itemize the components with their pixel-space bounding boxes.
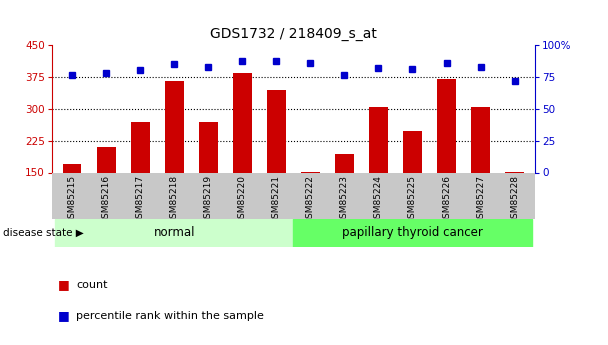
Text: GSM85226: GSM85226 bbox=[442, 175, 451, 224]
Bar bbox=[293, 219, 531, 247]
Bar bbox=[437, 79, 456, 172]
Text: GSM85218: GSM85218 bbox=[170, 175, 179, 224]
Text: ■: ■ bbox=[58, 278, 69, 291]
Bar bbox=[403, 131, 422, 172]
Text: ■: ■ bbox=[58, 309, 69, 322]
Bar bbox=[233, 72, 252, 172]
Bar bbox=[335, 154, 354, 172]
Text: GSM85223: GSM85223 bbox=[340, 175, 349, 224]
Title: GDS1732 / 218409_s_at: GDS1732 / 218409_s_at bbox=[210, 27, 377, 41]
Text: GSM85221: GSM85221 bbox=[272, 175, 281, 224]
Bar bbox=[471, 107, 490, 172]
Text: GSM85227: GSM85227 bbox=[476, 175, 485, 224]
Text: normal: normal bbox=[153, 226, 195, 239]
Bar bbox=[63, 164, 81, 172]
Bar bbox=[55, 219, 293, 247]
Text: GSM85215: GSM85215 bbox=[67, 175, 77, 224]
Bar bbox=[199, 122, 218, 172]
Text: GSM85222: GSM85222 bbox=[306, 175, 315, 224]
Text: papillary thyroid cancer: papillary thyroid cancer bbox=[342, 226, 483, 239]
Text: GSM85217: GSM85217 bbox=[136, 175, 145, 224]
Text: percentile rank within the sample: percentile rank within the sample bbox=[76, 311, 264, 321]
Text: GSM85220: GSM85220 bbox=[238, 175, 247, 224]
Bar bbox=[267, 90, 286, 172]
Bar bbox=[131, 122, 150, 172]
Text: GSM85216: GSM85216 bbox=[102, 175, 111, 224]
Bar bbox=[369, 107, 388, 172]
Bar bbox=[165, 81, 184, 172]
Text: disease state ▶: disease state ▶ bbox=[3, 228, 84, 238]
Text: GSM85224: GSM85224 bbox=[374, 175, 383, 224]
Text: count: count bbox=[76, 280, 108, 289]
Bar bbox=[97, 147, 116, 172]
Text: GSM85219: GSM85219 bbox=[204, 175, 213, 224]
Text: GSM85225: GSM85225 bbox=[408, 175, 417, 224]
Text: GSM85228: GSM85228 bbox=[510, 175, 519, 224]
